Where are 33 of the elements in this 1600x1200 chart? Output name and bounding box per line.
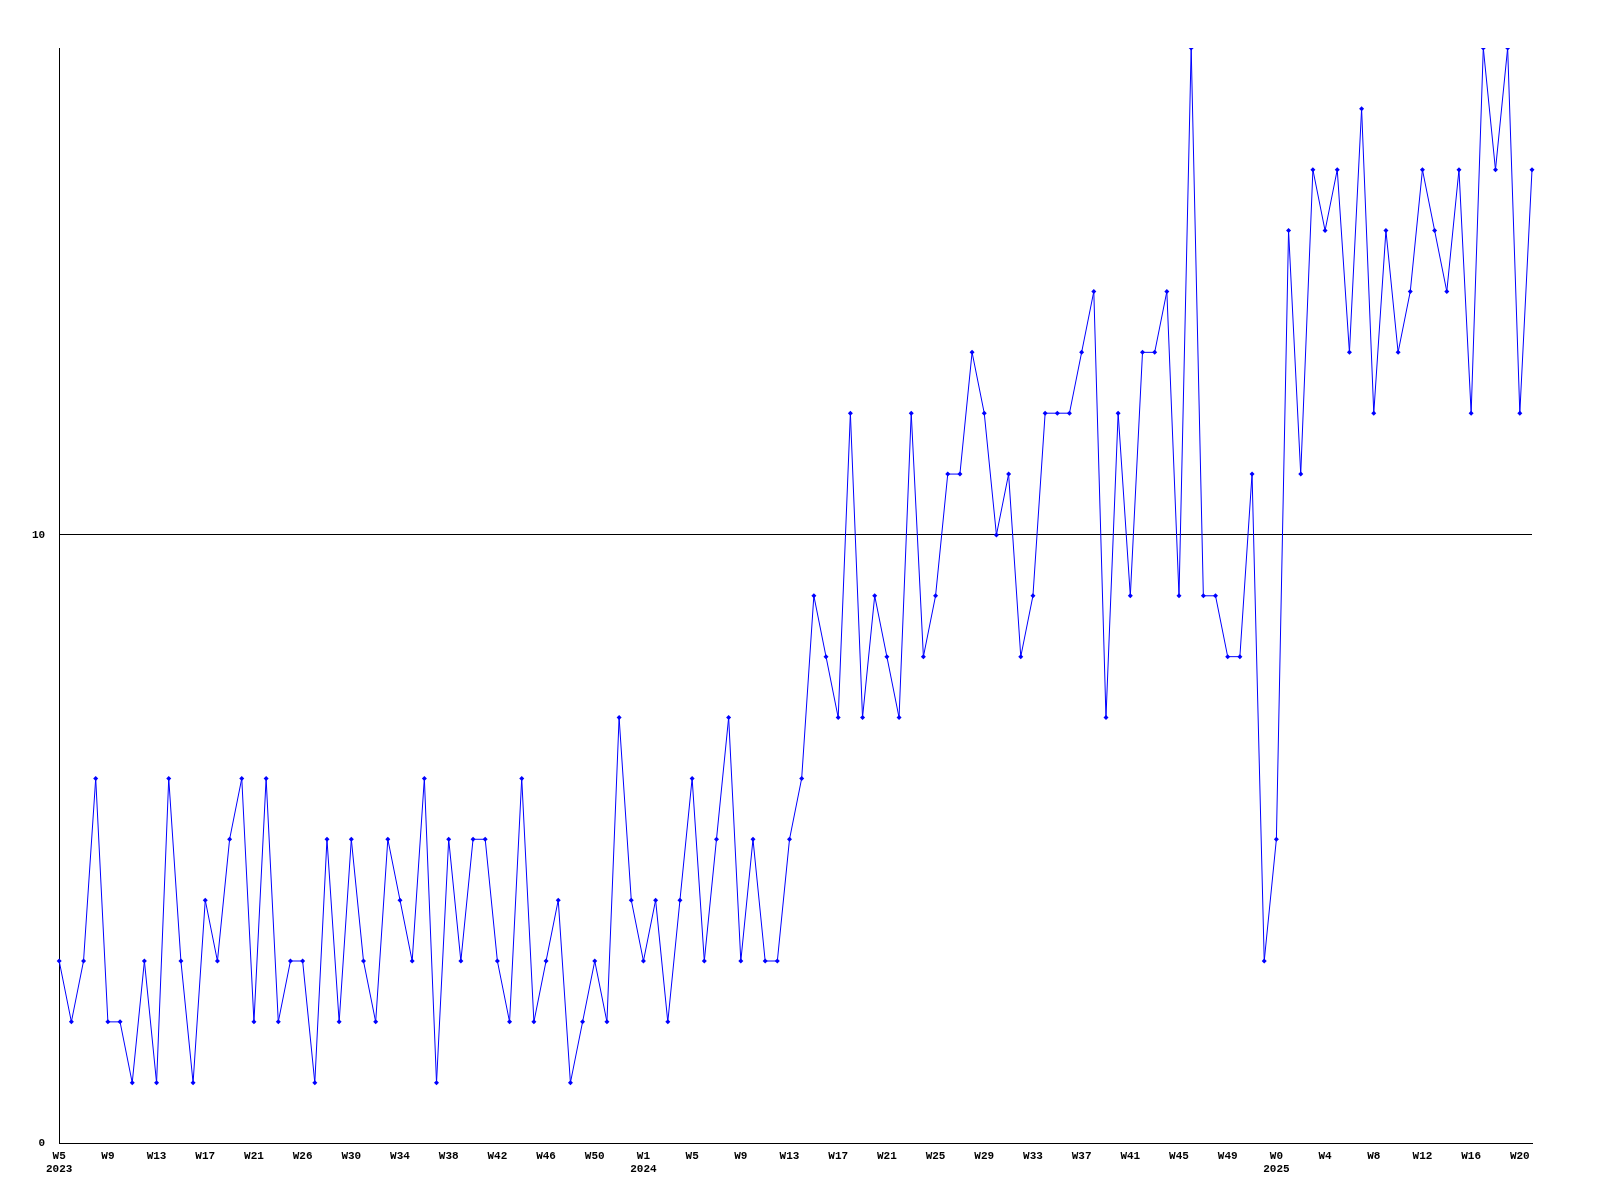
x-tick-label: W37 [1071,1149,1092,1162]
x-tick-label: W1 2024 [630,1149,658,1176]
x-tick-label: W49 [1217,1149,1238,1162]
x-tick-label: W4 [1318,1149,1333,1162]
x-tick-label: W8 [1367,1149,1381,1162]
x-tick-label: W50 [584,1149,605,1162]
x-tick-label: W45 [1169,1149,1190,1162]
x-tick-label: W38 [438,1149,459,1162]
y-tick-label: 0 [38,1137,46,1150]
x-tick-label: W9 [101,1149,115,1162]
x-tick-label: W5 [685,1149,700,1162]
x-tick-label: W21 [876,1149,898,1162]
x-tick-label: W13 [146,1149,167,1162]
x-tick-label: W13 [779,1149,800,1162]
x-tick-label: W17 [195,1149,216,1162]
x-tick-label: W34 [390,1149,411,1162]
x-tick-label: W21 [244,1149,265,1162]
x-tick-label: W9 [734,1149,748,1162]
x-tick-label: W25 [925,1149,946,1162]
x-tick-label: W30 [341,1149,362,1162]
x-tick-label: W29 [974,1149,995,1162]
x-tick-label: W26 [292,1149,313,1162]
x-tick-label: W41 [1120,1149,1141,1162]
x-tick-label: W12 [1412,1149,1433,1162]
x-tick-label: W16 [1461,1149,1482,1162]
x-tick-label: W17 [828,1149,849,1162]
x-tick-label: W0 2025 [1263,1149,1290,1176]
x-tick-label: W46 [536,1149,556,1162]
x-tick-label: W5 2023 [46,1149,73,1176]
x-tick-label: W42 [487,1149,508,1162]
x-tick-label: W20 [1509,1149,1530,1162]
x-tick-label: W33 [1023,1149,1044,1162]
y-tick-label: 10 [32,528,46,541]
